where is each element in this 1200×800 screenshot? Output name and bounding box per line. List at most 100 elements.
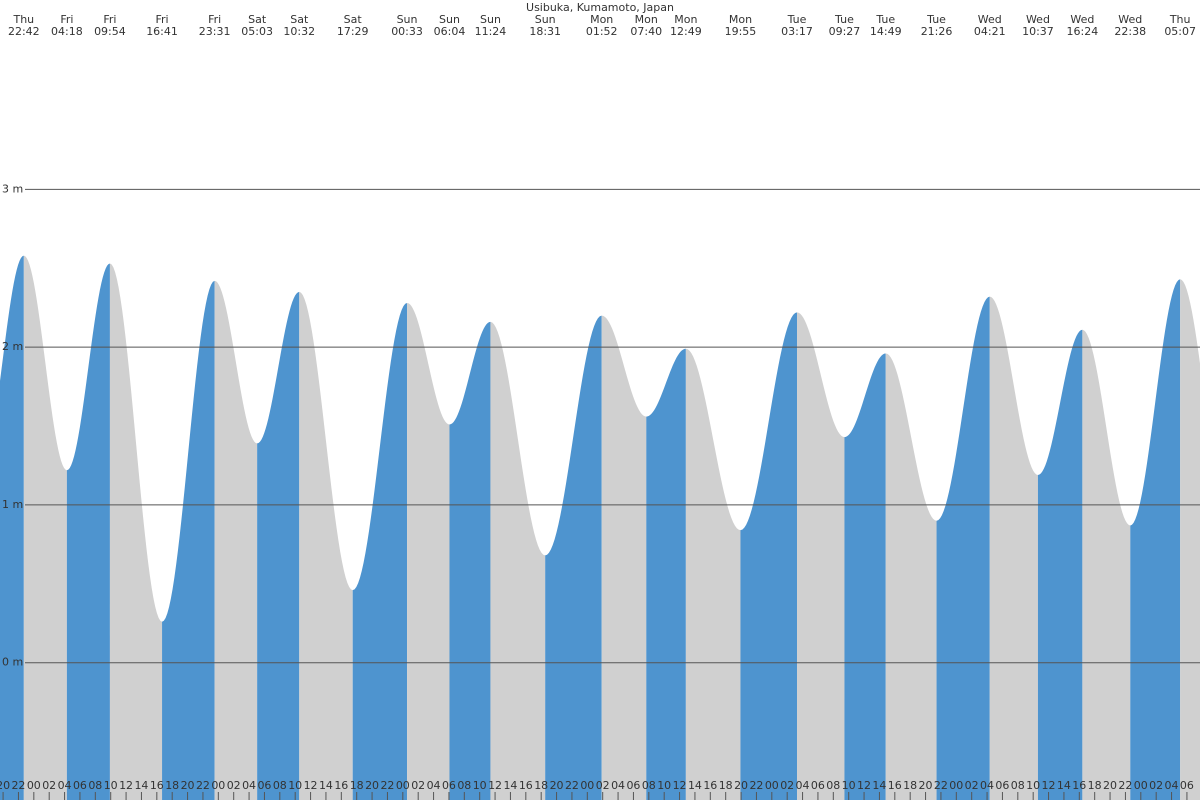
extreme-day: Sat bbox=[248, 13, 267, 26]
x-tick-label: 00 bbox=[765, 779, 779, 792]
x-tick-label: 22 bbox=[934, 779, 948, 792]
x-tick-label: 00 bbox=[580, 779, 594, 792]
x-tick-label: 22 bbox=[565, 779, 579, 792]
tide-segment bbox=[257, 291, 300, 800]
x-tick-label: 10 bbox=[288, 779, 302, 792]
x-tick-label: 14 bbox=[319, 779, 333, 792]
tide-segment bbox=[449, 321, 491, 800]
extreme-day: Tue bbox=[834, 13, 854, 26]
extreme-time: 05:03 bbox=[241, 25, 273, 38]
x-tick-label: 22 bbox=[749, 779, 763, 792]
x-tick-label: 00 bbox=[949, 779, 963, 792]
x-tick-label: 14 bbox=[872, 779, 886, 792]
extreme-time: 11:24 bbox=[475, 25, 507, 38]
tide-segment bbox=[214, 280, 258, 800]
x-tick-label: 08 bbox=[88, 779, 102, 792]
extreme-day: Wed bbox=[978, 13, 1002, 26]
extreme-time: 10:32 bbox=[283, 25, 315, 38]
x-tick-label: 12 bbox=[488, 779, 502, 792]
x-tick-label: 06 bbox=[995, 779, 1009, 792]
x-tick-label: 04 bbox=[796, 779, 810, 792]
extreme-time: 06:04 bbox=[434, 25, 466, 38]
x-tick-label: 20 bbox=[919, 779, 933, 792]
x-tick-label: 18 bbox=[350, 779, 364, 792]
tide-segment bbox=[740, 312, 798, 800]
x-tick-label: 08 bbox=[642, 779, 656, 792]
tide-segment bbox=[989, 296, 1038, 800]
x-tick-label: 06 bbox=[442, 779, 456, 792]
x-tick-label: 22 bbox=[11, 779, 25, 792]
x-tick-label: 18 bbox=[165, 779, 179, 792]
extreme-day: Mon bbox=[729, 13, 752, 26]
x-tick-label: 12 bbox=[304, 779, 318, 792]
x-tick-label: 20 bbox=[550, 779, 564, 792]
x-tick-label: 06 bbox=[73, 779, 87, 792]
tide-segment bbox=[1130, 279, 1181, 800]
tide-segment bbox=[299, 291, 353, 800]
y-tick-label: 2 m bbox=[2, 340, 23, 353]
extreme-day: Thu bbox=[12, 13, 34, 26]
extreme-day: Fri bbox=[208, 13, 221, 26]
x-tick-label: 10 bbox=[657, 779, 671, 792]
x-tick-label: 04 bbox=[427, 779, 441, 792]
x-tick-label: 02 bbox=[411, 779, 425, 792]
x-tick-label: 02 bbox=[227, 779, 241, 792]
x-tick-label: 00 bbox=[211, 779, 225, 792]
x-tick-label: 16 bbox=[888, 779, 902, 792]
x-tick-label: 20 bbox=[0, 779, 10, 792]
tide-segment bbox=[545, 315, 602, 800]
x-tick-label: 16 bbox=[334, 779, 348, 792]
extreme-time: 14:49 bbox=[870, 25, 902, 38]
x-tick-label: 08 bbox=[457, 779, 471, 792]
x-tick-label: 04 bbox=[980, 779, 994, 792]
x-tick-label: 18 bbox=[719, 779, 733, 792]
x-tick-label: 14 bbox=[1057, 779, 1071, 792]
extreme-time: 10:37 bbox=[1022, 25, 1054, 38]
extreme-day: Tue bbox=[875, 13, 895, 26]
extreme-time: 04:21 bbox=[974, 25, 1006, 38]
extreme-day: Sun bbox=[480, 13, 501, 26]
x-tick-label: 18 bbox=[903, 779, 917, 792]
x-tick-label: 14 bbox=[503, 779, 517, 792]
x-tick-label: 12 bbox=[673, 779, 687, 792]
x-tick-label: 06 bbox=[257, 779, 271, 792]
extreme-day: Fri bbox=[60, 13, 73, 26]
extreme-time: 21:26 bbox=[921, 25, 953, 38]
extreme-time: 00:33 bbox=[391, 25, 423, 38]
extreme-time: 09:27 bbox=[829, 25, 861, 38]
extreme-day: Thu bbox=[1169, 13, 1191, 26]
extreme-time: 19:55 bbox=[725, 25, 757, 38]
extreme-day: Sun bbox=[397, 13, 418, 26]
x-tick-label: 14 bbox=[688, 779, 702, 792]
x-tick-label: 16 bbox=[519, 779, 533, 792]
extreme-time: 04:18 bbox=[51, 25, 83, 38]
tide-segment bbox=[23, 255, 67, 800]
x-tick-label: 10 bbox=[104, 779, 118, 792]
x-tick-label: 20 bbox=[734, 779, 748, 792]
tide-segment bbox=[646, 348, 686, 800]
tide-segment bbox=[407, 302, 450, 800]
tide-segment bbox=[1082, 329, 1131, 800]
extreme-day: Wed bbox=[1070, 13, 1094, 26]
extreme-day: Sat bbox=[290, 13, 309, 26]
tide-segment bbox=[601, 315, 647, 800]
extreme-day: Mon bbox=[674, 13, 697, 26]
x-tick-label: 04 bbox=[1165, 779, 1179, 792]
x-tick-label: 02 bbox=[1149, 779, 1163, 792]
tide-segment bbox=[797, 312, 845, 800]
tide-segment bbox=[66, 263, 110, 800]
extreme-time: 09:54 bbox=[94, 25, 126, 38]
tide-segment bbox=[844, 353, 886, 800]
extreme-time: 16:24 bbox=[1067, 25, 1099, 38]
chart-title: Usibuka, Kumamoto, Japan bbox=[526, 1, 674, 14]
extreme-time: 22:42 bbox=[8, 25, 40, 38]
tide-segment bbox=[1180, 279, 1200, 800]
x-tick-label: 02 bbox=[42, 779, 56, 792]
x-tick-label: 06 bbox=[1180, 779, 1194, 792]
x-tick-label: 08 bbox=[273, 779, 287, 792]
extreme-day: Sat bbox=[344, 13, 363, 26]
tide-segment bbox=[109, 263, 163, 800]
extreme-time: 03:17 bbox=[781, 25, 813, 38]
extreme-time: 18:31 bbox=[529, 25, 561, 38]
